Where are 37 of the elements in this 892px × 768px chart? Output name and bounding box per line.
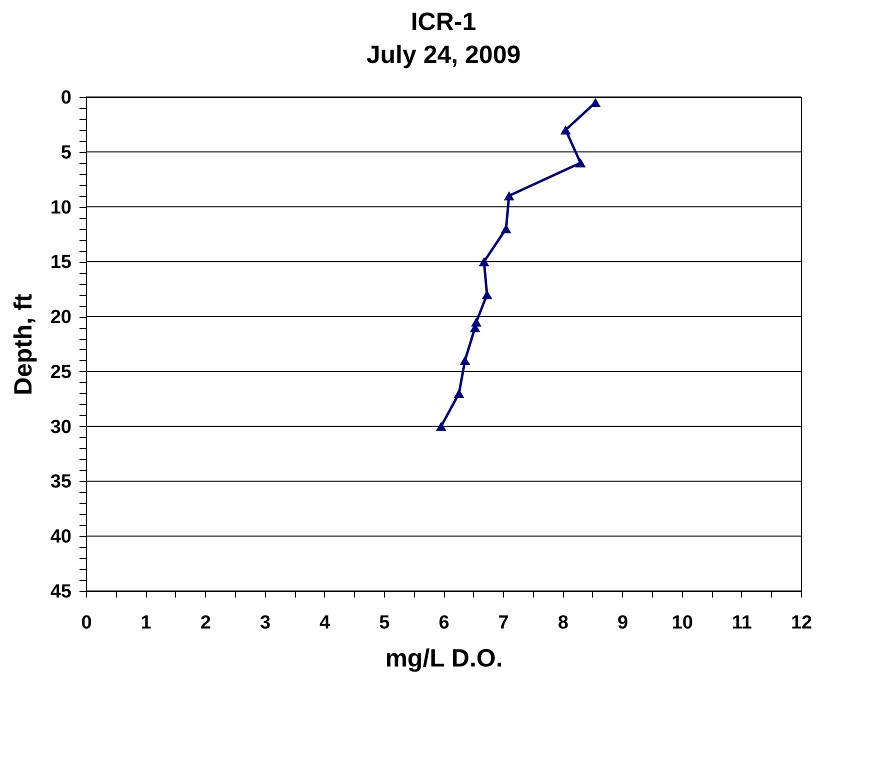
point xyxy=(590,98,601,108)
y-tick-label: 45 xyxy=(50,582,72,602)
x-tick-label: 10 xyxy=(672,612,693,634)
x-tick-label: 4 xyxy=(320,612,331,634)
x-tick-label: 11 xyxy=(732,612,752,634)
x-tick-label: 8 xyxy=(558,612,568,634)
y-tick-label: 25 xyxy=(50,362,72,383)
point xyxy=(436,422,446,431)
x-tick-label: 9 xyxy=(617,612,628,634)
point xyxy=(478,257,490,266)
x-axis-title: mg/L D.O. xyxy=(385,644,503,672)
x-tick-label: 12 xyxy=(790,612,812,634)
point xyxy=(460,356,470,366)
point xyxy=(500,224,512,234)
y-axis-title: Depth, ft xyxy=(9,293,38,396)
point xyxy=(482,290,492,300)
x-tick-label: 7 xyxy=(498,612,509,634)
y-tick-label: 15 xyxy=(50,252,72,274)
point xyxy=(454,388,464,398)
x-tick-label: 2 xyxy=(200,612,211,634)
y-tick-label: 0 xyxy=(60,88,72,108)
chart-subtitle: July 24, 2009 xyxy=(366,41,521,69)
y-tick-label: 30 xyxy=(50,416,72,438)
point xyxy=(575,158,586,168)
x-tick-label: 6 xyxy=(438,612,450,634)
y-tick-label: 35 xyxy=(50,472,72,493)
y-tick-label: 5 xyxy=(60,142,72,164)
x-tick-label: 0 xyxy=(81,612,92,634)
x-tick-label: 3 xyxy=(260,612,271,634)
y-tick-label: 40 xyxy=(50,526,72,548)
point xyxy=(504,191,514,200)
chart-title: ICR-1 xyxy=(410,8,476,36)
y-tick-label: 20 xyxy=(50,307,72,328)
point xyxy=(560,125,571,134)
x-tick-label: 1 xyxy=(140,612,152,634)
x-tick-label: 5 xyxy=(379,612,390,634)
y-tick-label: 10 xyxy=(50,197,72,218)
